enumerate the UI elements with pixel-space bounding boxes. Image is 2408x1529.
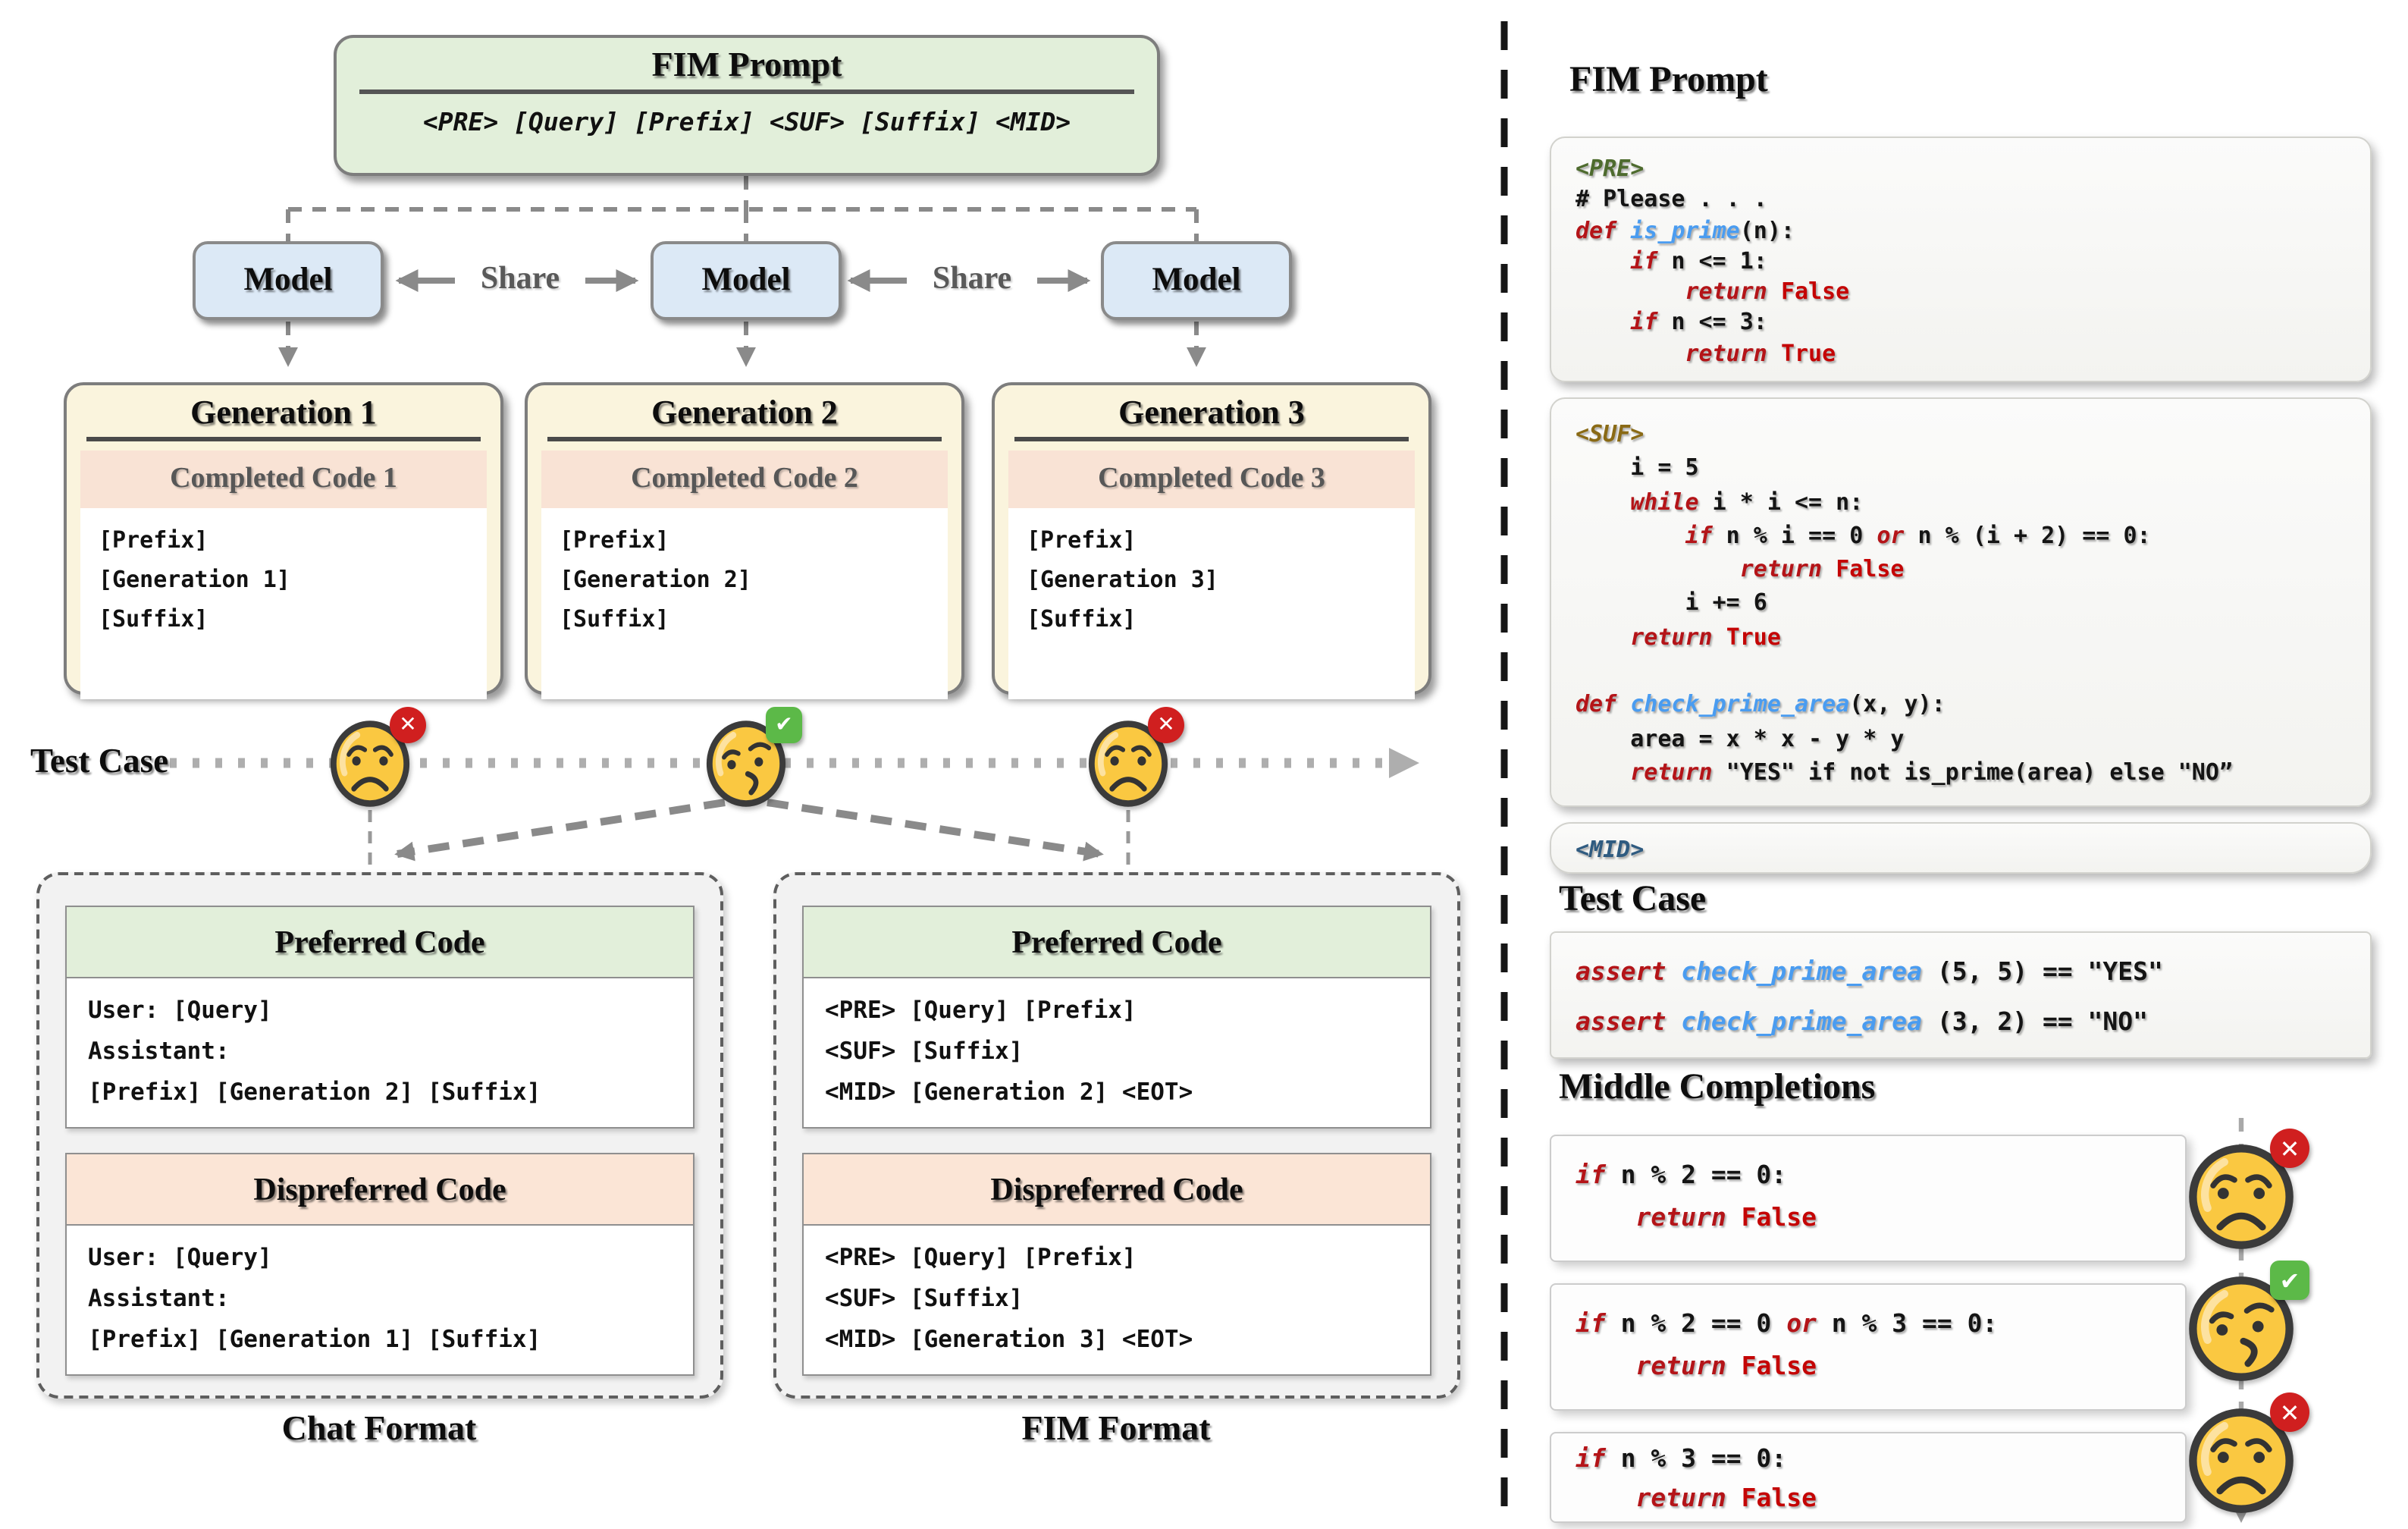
code-line: return False (1685, 278, 1850, 306)
code-line: return False (1635, 1203, 1817, 1232)
completion-3-verdict-emoji: ✕ (2185, 1392, 2309, 1517)
code-line: def is_prime(n): (1576, 216, 1795, 244)
middle-completions-heading: Middle Completions (1559, 1068, 1876, 1107)
fim-format-label: FIM Format (1021, 1409, 1211, 1447)
right-fim-prompt-heading: FIM Prompt (1569, 61, 1768, 100)
model-box-3: Model (1101, 241, 1292, 320)
fim-dispreferred-title: Dispreferred Code (804, 1154, 1430, 1226)
generation-3-verdict-emoji: ✕ (1086, 707, 1184, 810)
pass-badge-icon: ✔ (766, 707, 802, 743)
generation-3-header: Completed Code 3 (1008, 450, 1415, 507)
emoji2-to-fim-format-arrow (767, 799, 1104, 862)
pass-badge-icon: ✔ (2270, 1261, 2309, 1300)
code-line: i = 5 (1576, 454, 1699, 482)
model-box-2: Model (651, 241, 842, 320)
suf-code-block: <SUF> i = 5 while i * i <= n: if n % i =… (1550, 397, 2372, 807)
completion-2-verdict-emoji: ✔ (2185, 1261, 2309, 1385)
code-line: if n % i == 0 or n % (i + 2) == 0: (1685, 521, 2151, 549)
code-line: <SUF> (1576, 420, 1645, 447)
chat-preferred-title: Preferred Code (67, 907, 693, 978)
code-line: <PRE> (1576, 155, 1645, 182)
right-test-case-heading: Test Case (1559, 880, 1707, 919)
fail-badge-icon: ✕ (1148, 707, 1184, 743)
generation-3-title: Generation 3 (1118, 393, 1305, 431)
code-line: area = x * x - y * y (1576, 724, 1905, 752)
fim-preferred-title: Preferred Code (804, 907, 1430, 978)
code-line: return "YES" if not is_prime(area) else … (1630, 758, 2233, 786)
share-label-1: Share (480, 259, 560, 296)
generation-1-verdict-emoji: ✕ (328, 707, 426, 810)
code-line: while i * i <= n: (1630, 488, 1864, 516)
generation-2-header: Completed Code 2 (541, 450, 948, 507)
fim-preferred-code: <PRE> [Query] [Prefix] <SUF> [Suffix] <MID… (825, 997, 1193, 1106)
code-line: i += 6 (1576, 589, 1767, 617)
completion-1-box: if n % 2 == 0: return False (1550, 1135, 2187, 1262)
chat-format-label: Chat Format (281, 1409, 477, 1447)
completion-3-box: if n % 3 == 0: return False (1550, 1432, 2187, 1523)
chat-preferred-box: Preferred Code User: [Query] Assistant: [P… (65, 906, 694, 1129)
code-line: return False (1635, 1483, 1817, 1512)
fail-badge-icon: ✕ (2270, 1129, 2309, 1168)
code-line: if n <= 3: (1630, 308, 1767, 336)
test-case-code-block: assert check_prime_area (5, 5) == "YES" a… (1550, 931, 2372, 1059)
code-line: return False (1635, 1352, 1817, 1380)
generation-2-title: Generation 2 (651, 393, 838, 431)
generation-3-box: Generation 3 Completed Code 3 [Prefix] [G… (992, 382, 1431, 699)
code-line (1576, 654, 2346, 688)
chat-dispreferred-title: Dispreferred Code (67, 1154, 693, 1226)
generation-3-divider (1014, 437, 1409, 441)
share-label-2: Share (932, 259, 1012, 296)
code-line: if n % 3 == 0: (1576, 1444, 1787, 1473)
generation-1-header: Completed Code 1 (80, 450, 487, 507)
fim-prompt-divider (359, 89, 1134, 93)
mid-code-block: <MID> (1550, 822, 2372, 874)
prompt-to-models-dashed-connector (286, 176, 1199, 241)
emoji2-to-chat-format-arrow (394, 799, 726, 862)
chat-format-box: Preferred Code User: [Query] Assistant: [P… (36, 872, 723, 1399)
chat-dispreferred-code: User: [Query] Assistant: [Prefix] [Generat… (88, 1244, 541, 1353)
generation-2-box: Generation 2 Completed Code 2 [Prefix] [G… (525, 382, 964, 699)
generation-3-code: [Prefix] [Generation 3] [Suffix] (1008, 507, 1415, 699)
fim-prompt-box: FIM Prompt <PRE> [Query] [Prefix] <SUF> … (334, 35, 1160, 176)
model-box-1: Model (193, 241, 384, 320)
code-line: if n <= 1: (1630, 246, 1767, 275)
fim-format-box: Preferred Code <PRE> [Query] [Prefix] <SU… (773, 872, 1460, 1399)
chat-dispreferred-box: Dispreferred Code User: [Query] Assistant… (65, 1153, 694, 1376)
generation-1-title: Generation 1 (190, 393, 377, 431)
fim-prompt-box-title: FIM Prompt (651, 46, 842, 83)
code-line: # Please . . . (1576, 185, 1767, 213)
fim-prompt-template: <PRE> [Query] [Prefix] <SUF> [Suffix] <M… (422, 107, 1071, 136)
code-line: return True (1685, 339, 1836, 367)
code-line: if n % 2 == 0 or n % 3 == 0: (1576, 1309, 1998, 1338)
generation-2-verdict-emoji: ✔ (704, 707, 802, 810)
generation-2-code: [Prefix] [Generation 2] [Suffix] (541, 507, 948, 699)
code-line: return True (1630, 623, 1781, 651)
generation-1-divider (86, 437, 481, 441)
completion-2-box: if n % 2 == 0 or n % 3 == 0: return Fals… (1550, 1283, 2187, 1411)
code-line: assert check_prime_area (3, 2) == "NO" (1576, 1007, 2149, 1036)
pre-code-block: <PRE> # Please . . . def is_prime(n): if n… (1550, 137, 2372, 382)
code-line: <MID> (1576, 836, 1645, 863)
test-case-label: Test Case (30, 742, 169, 780)
test-case-arrowhead-icon (1389, 748, 1419, 778)
fim-preferred-box: Preferred Code <PRE> [Query] [Prefix] <SU… (802, 906, 1431, 1129)
code-line: return False (1739, 555, 1905, 583)
chat-preferred-code: User: [Query] Assistant: [Prefix] [Generat… (88, 997, 541, 1106)
generation-1-box: Generation 1 Completed Code 1 [Prefix] [G… (64, 382, 503, 699)
code-line: assert check_prime_area (5, 5) == "YES" (1576, 957, 2163, 986)
fim-dispreferred-code: <PRE> [Query] [Prefix] <SUF> [Suffix] <MID… (825, 1244, 1193, 1353)
generation-2-divider (547, 437, 942, 441)
code-line: def check_prime_area(x, y): (1576, 690, 1946, 718)
completion-1-verdict-emoji: ✕ (2185, 1129, 2309, 1253)
fail-badge-icon: ✕ (390, 707, 426, 743)
fail-badge-icon: ✕ (2270, 1392, 2309, 1432)
code-line: if n % 2 == 0: (1576, 1160, 1787, 1189)
fim-dispreferred-box: Dispreferred Code <PRE> [Query] [Prefix]… (802, 1153, 1431, 1376)
generation-1-code: [Prefix] [Generation 1] [Suffix] (80, 507, 487, 699)
